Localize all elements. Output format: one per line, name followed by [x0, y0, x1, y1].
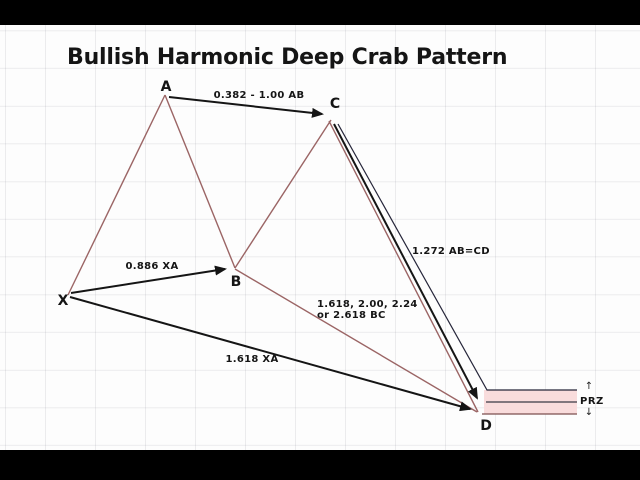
chart-grid-background	[0, 25, 640, 450]
prz-down-arrow-icon: ↓	[584, 407, 594, 418]
swing-line-bc	[234, 119, 332, 269]
ratio-label-abcd: 1.272 AB=CD	[412, 246, 490, 257]
diagram-title: Bullish Harmonic Deep Crab Pattern	[67, 45, 508, 70]
arrow-a-to-c	[168, 96, 324, 118]
ratio-label-xa-extension: 1.618 XA	[225, 354, 279, 365]
point-label-a: A	[160, 79, 172, 95]
swing-line-cd	[328, 120, 479, 413]
point-label-d: D	[480, 418, 492, 434]
ratio-label-bc-line1: 1.618, 2.00, 2.24	[317, 299, 418, 310]
projection-line-bd	[234, 268, 478, 413]
ratio-label-bc-extension: 1.618, 2.00, 2.24 or 2.618 BC	[317, 299, 427, 321]
arrow-x-to-d	[69, 296, 472, 412]
arrow-x-to-b	[70, 265, 227, 294]
swing-line-ab	[164, 94, 236, 269]
point-label-b: B	[230, 274, 242, 290]
ratio-label-xa-retracement: 0.886 XA	[125, 261, 179, 272]
cd-channel-line	[337, 123, 577, 391]
ratio-label-ab: 0.382 - 1.00 AB	[213, 90, 305, 101]
arrow-c-to-d	[333, 123, 478, 400]
point-label-x: X	[57, 293, 69, 309]
ratio-label-bc-line2: or 2.618 BC	[317, 310, 386, 321]
point-label-c: C	[329, 96, 341, 112]
swing-line-xa	[67, 94, 166, 296]
prz-up-arrow-icon: ↑	[584, 381, 594, 392]
letterbox-top	[0, 0, 640, 25]
prz-label: PRZ	[580, 396, 604, 407]
letterbox-bottom	[0, 450, 640, 480]
